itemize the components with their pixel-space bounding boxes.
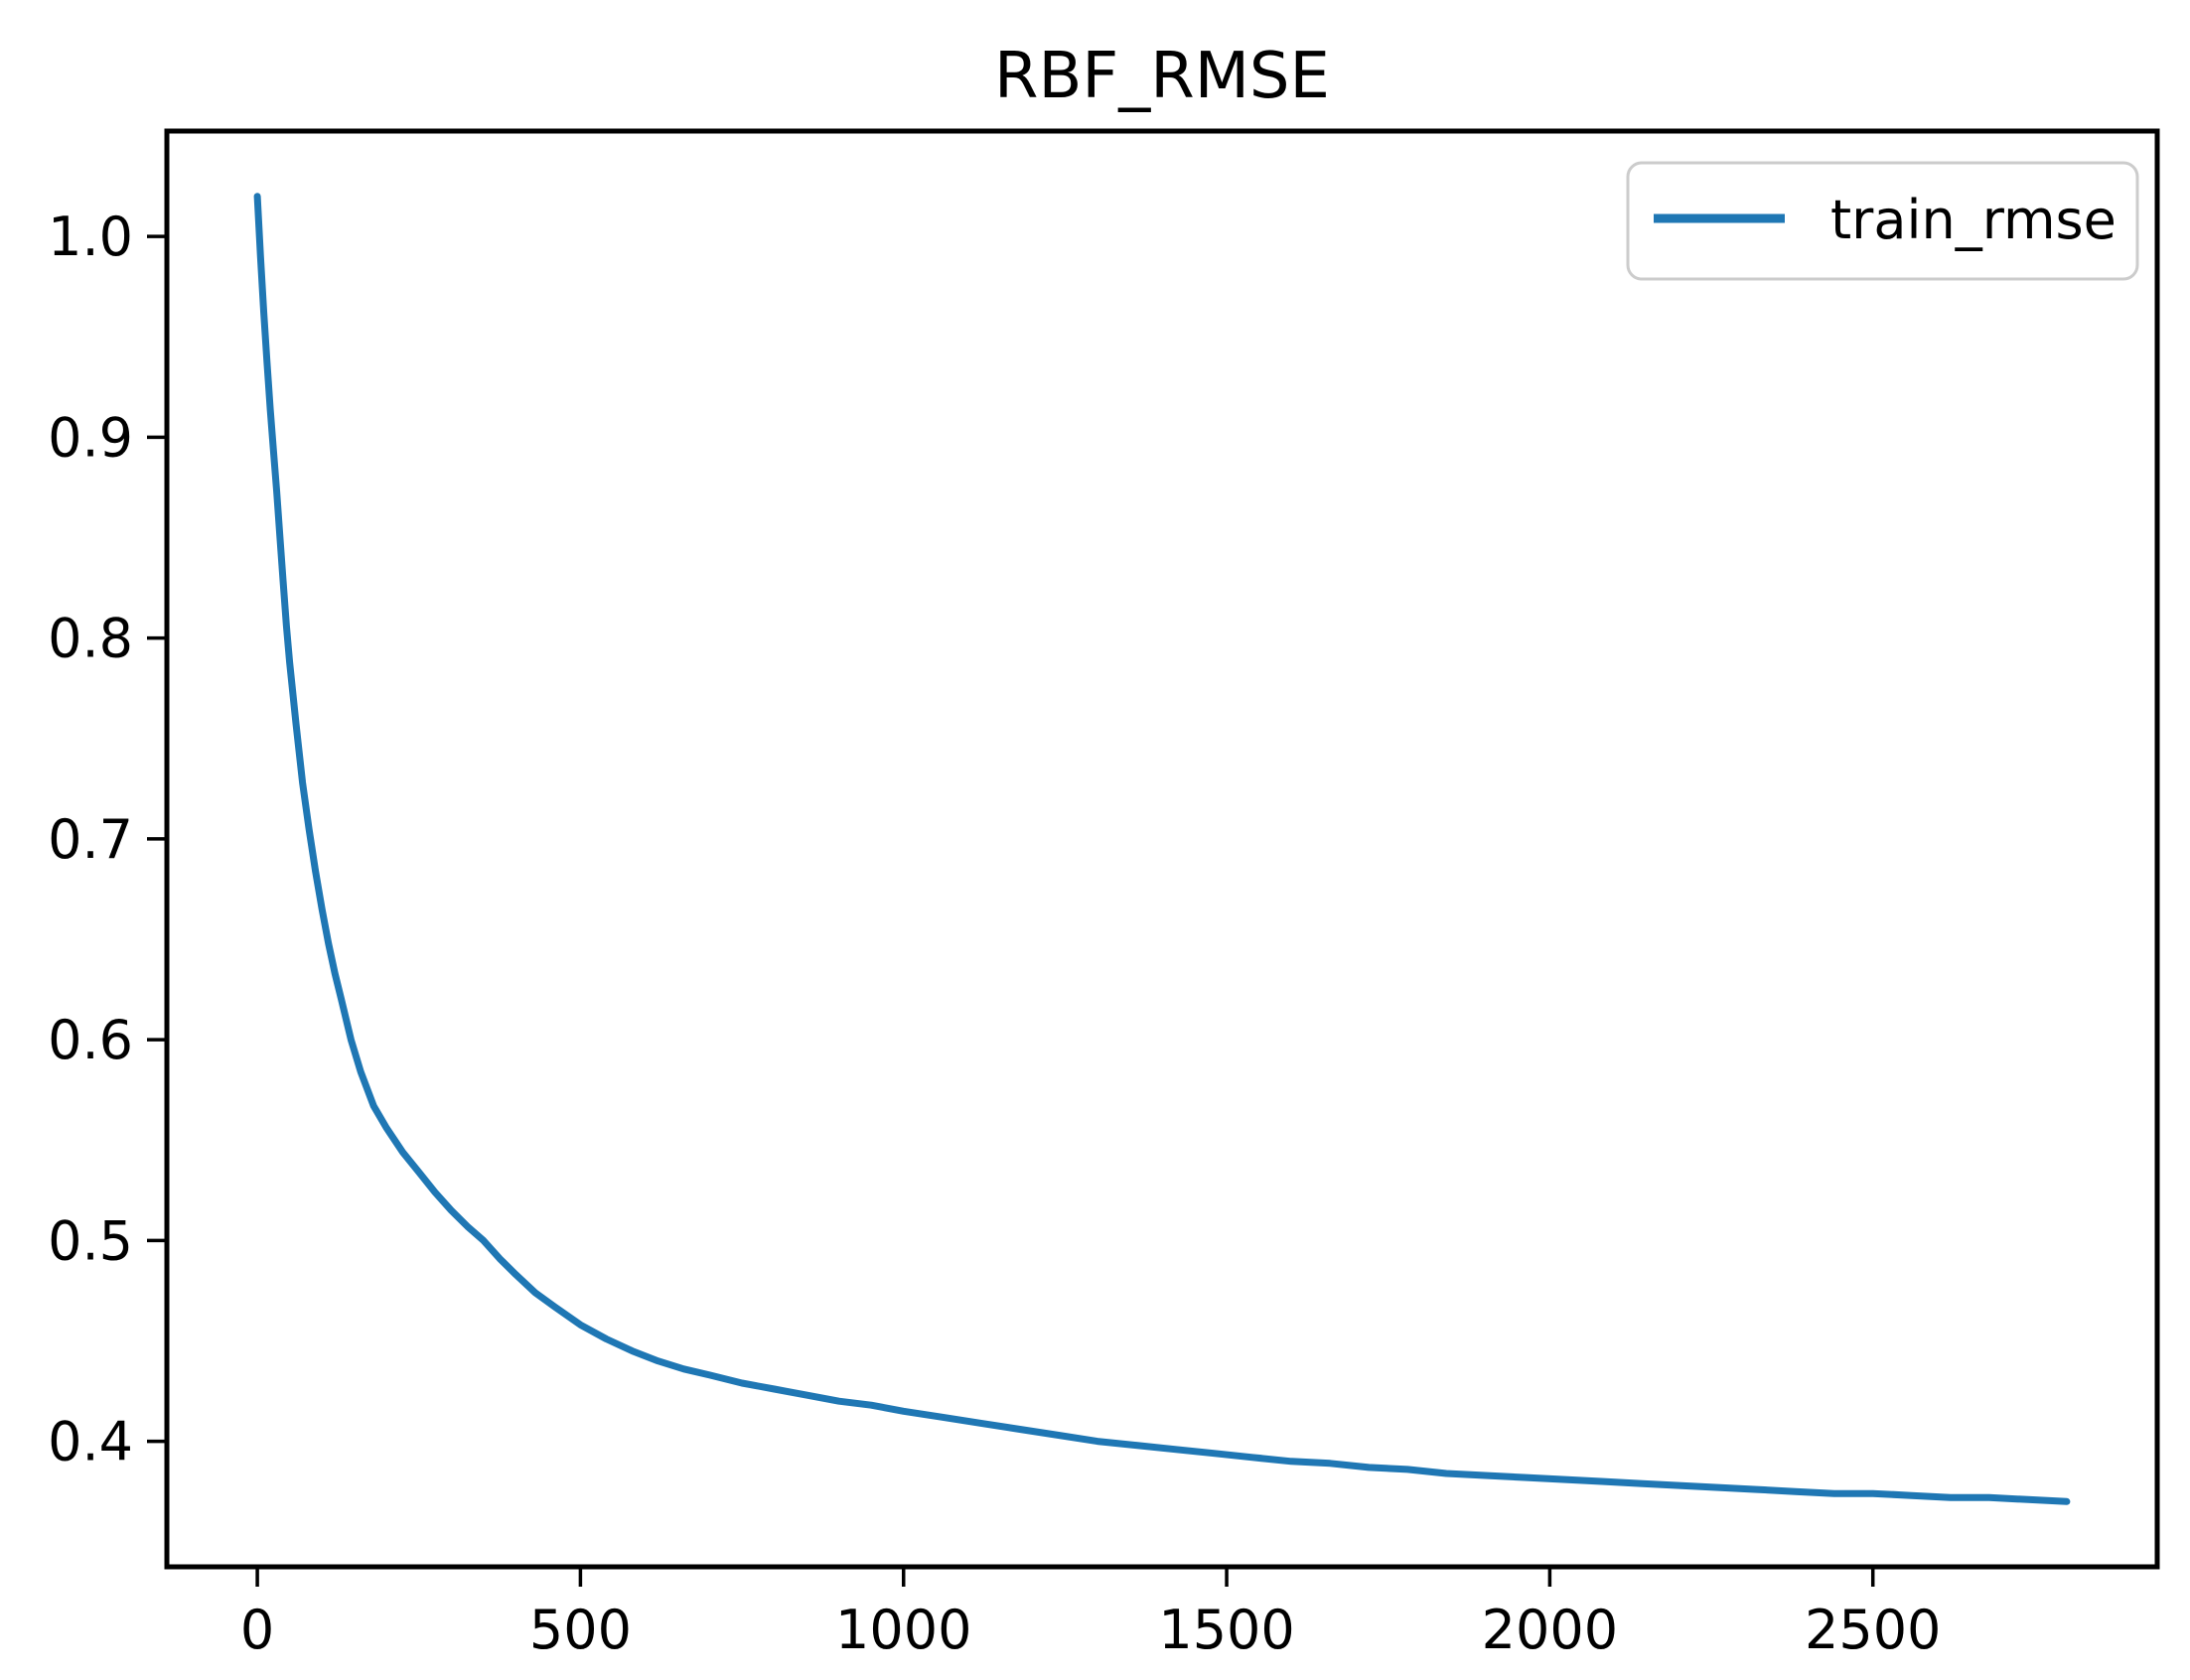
- x-tick-label: 2000: [1482, 1599, 1618, 1661]
- x-tick-label: 2500: [1805, 1599, 1941, 1661]
- y-tick-label: 1.0: [48, 206, 133, 268]
- y-tick-label: 0.9: [48, 406, 133, 469]
- y-tick-label: 0.5: [48, 1209, 133, 1272]
- y-axis-ticks: 0.4 0.5 0.6 0.7 0.8 0.9 1.0: [48, 206, 167, 1473]
- y-tick-label: 0.4: [48, 1411, 133, 1473]
- legend-label: train_rmse: [1830, 189, 2117, 251]
- axes-spines: [164, 128, 2160, 1570]
- legend-frame: [1626, 161, 2139, 281]
- x-tick-label: 1000: [835, 1599, 971, 1661]
- x-axis-ticks: 0 500 1000 1500 2000 2500: [240, 1567, 1941, 1661]
- chart-title: RBF_RMSE: [994, 40, 1330, 113]
- legend: train_rmse: [1626, 161, 2139, 281]
- y-tick-label: 0.8: [48, 608, 133, 670]
- train-rmse-line: [253, 193, 2071, 1505]
- x-tick-label: 500: [529, 1599, 632, 1661]
- y-tick-label: 0.7: [48, 808, 133, 871]
- y-tick-label: 0.6: [48, 1009, 133, 1071]
- x-tick-label: 1500: [1158, 1599, 1294, 1661]
- x-tick-label: 0: [240, 1599, 274, 1661]
